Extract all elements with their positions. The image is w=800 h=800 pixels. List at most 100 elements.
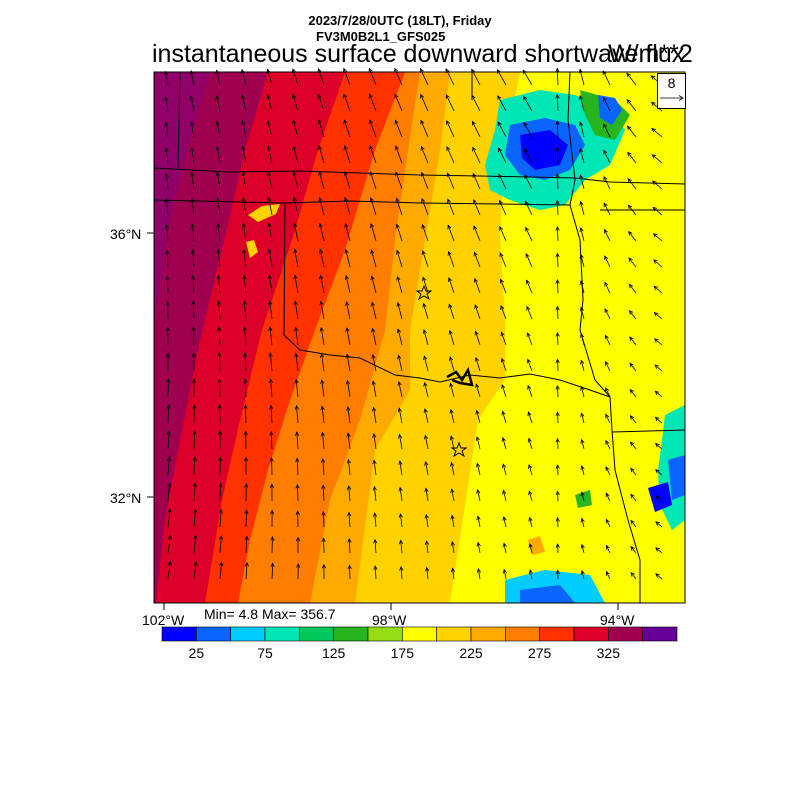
wind-arrow: [557, 253, 559, 268]
wind-arrowhead: [524, 147, 528, 153]
wind-arrowhead: [580, 491, 585, 497]
wind-arrowhead: [292, 196, 297, 202]
wind-arrow: [528, 438, 533, 450]
wind-arrow: [242, 120, 247, 138]
wind-arrow: [193, 327, 195, 346]
wind-arrow: [606, 545, 611, 554]
wind-arrow: [193, 430, 195, 450]
wind-arrow: [296, 405, 299, 424]
wind-arrowhead: [605, 518, 610, 524]
wind-arrowhead: [473, 225, 478, 231]
wind-arrow: [655, 495, 663, 502]
wind-arrowhead: [628, 309, 634, 315]
wind-arrow: [371, 302, 377, 320]
wind-arrowhead: [346, 485, 352, 490]
wind-arrow: [556, 121, 559, 138]
wind-arrow: [420, 68, 429, 86]
wind-arrow: [373, 460, 377, 476]
wind-arrow: [395, 120, 403, 138]
wind-arrow: [193, 535, 197, 554]
wind-vectors: [164, 67, 663, 580]
wind-arrow: [372, 381, 377, 398]
wind-arrowhead: [604, 308, 609, 313]
wind-arrow: [242, 172, 247, 190]
wind-arrowhead: [293, 274, 298, 280]
wind-arrow: [318, 145, 325, 164]
wind-arrow: [166, 199, 169, 216]
wind-arrowhead: [424, 460, 429, 466]
wind-arrowhead: [166, 352, 171, 358]
wind-arrowhead: [294, 378, 299, 384]
wind-arrow: [348, 512, 351, 528]
wind-arrowhead: [555, 120, 560, 125]
wind-arrowhead: [369, 119, 373, 125]
wind-arrowhead: [502, 489, 507, 495]
wind-arrow: [216, 146, 221, 164]
wind-arrowhead: [371, 327, 376, 333]
wind-arrowhead: [446, 146, 451, 152]
wind-arrowhead: [627, 178, 632, 183]
colorbar-swatch: [573, 626, 609, 642]
wind-arrow: [318, 119, 325, 138]
wind-arrow: [271, 563, 274, 580]
wind-arrow: [629, 310, 637, 320]
wind-arrowhead: [217, 378, 222, 383]
wind-arrow: [321, 353, 325, 372]
wind-arrowhead: [630, 545, 635, 551]
wind-arrow: [293, 197, 299, 216]
wind-arrow: [422, 277, 429, 294]
wind-arrow: [557, 412, 559, 424]
wind-arrow: [268, 223, 273, 242]
wind-arrowhead: [580, 412, 585, 418]
wind-arrow: [605, 440, 611, 450]
wind-arrowhead: [215, 120, 220, 126]
wind-arrowhead: [266, 119, 271, 125]
wind-arrowhead: [528, 516, 533, 522]
colorbar-swatch: [402, 626, 437, 642]
wind-arrowhead: [425, 566, 430, 572]
wind-arrow: [447, 225, 455, 242]
wind-arrowhead: [449, 356, 454, 361]
colorbar-swatch: [608, 626, 643, 642]
wind-arrowhead: [580, 465, 585, 470]
wind-arrowhead: [528, 490, 533, 496]
variable-title: instantaneous surface downward shortwave…: [152, 40, 685, 68]
wind-arrowhead: [475, 436, 480, 441]
wind-arrow: [653, 285, 663, 294]
reference-vector-label: 8: [667, 75, 676, 91]
wind-arrow: [581, 386, 585, 398]
wind-arrow: [580, 201, 585, 216]
wind-arrow: [655, 469, 663, 476]
wind-arrowhead: [243, 456, 249, 462]
wind-arrow: [603, 203, 611, 216]
wind-arrowhead: [580, 543, 585, 549]
wind-arrowhead: [450, 488, 455, 494]
wind-arrowhead: [370, 275, 375, 281]
wind-arrow: [167, 561, 171, 580]
wind-arrowhead: [654, 338, 659, 343]
wind-arrow: [167, 430, 170, 450]
wind-arrow: [344, 171, 351, 190]
wind-arrow: [295, 379, 299, 398]
wind-arrowhead: [627, 151, 632, 157]
wind-arrow: [193, 483, 196, 502]
wind-arrowhead: [241, 145, 246, 151]
wind-arrowhead: [476, 515, 481, 521]
wind-arrowhead: [294, 352, 299, 358]
wind-arrow: [499, 226, 507, 242]
wind-arrow: [191, 121, 195, 138]
wind-arrowhead: [421, 197, 426, 203]
wind-arrow: [448, 251, 455, 268]
wind-arrow: [630, 468, 637, 476]
wind-arrowhead: [578, 94, 584, 100]
state-borders: [154, 72, 685, 603]
wind-arrow: [243, 275, 247, 294]
wind-arrow: [191, 173, 195, 190]
wind-arrowhead: [580, 438, 585, 444]
wind-arrow: [371, 276, 377, 294]
wind-arrowhead: [269, 404, 274, 410]
wind-arrowhead: [525, 253, 530, 258]
wind-arrow: [374, 513, 377, 528]
wind-arrowhead: [370, 249, 375, 255]
wind-arrowhead: [321, 563, 326, 569]
